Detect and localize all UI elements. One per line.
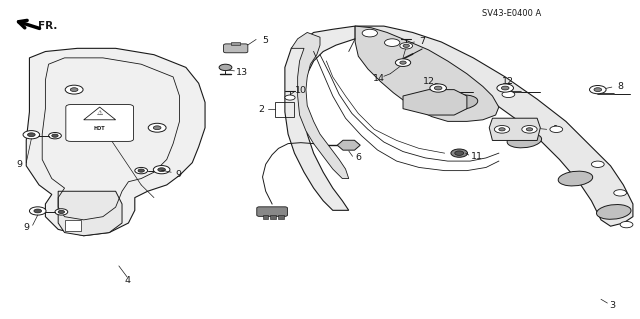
Circle shape bbox=[49, 132, 61, 139]
Polygon shape bbox=[355, 26, 633, 226]
Text: 12: 12 bbox=[502, 77, 515, 86]
Circle shape bbox=[400, 43, 413, 49]
Circle shape bbox=[403, 44, 410, 48]
Circle shape bbox=[23, 130, 40, 139]
FancyBboxPatch shape bbox=[270, 215, 276, 219]
Circle shape bbox=[34, 209, 42, 213]
FancyBboxPatch shape bbox=[223, 44, 248, 53]
Text: 9: 9 bbox=[17, 160, 23, 169]
Text: 9: 9 bbox=[23, 223, 29, 232]
Circle shape bbox=[135, 167, 148, 174]
Circle shape bbox=[451, 149, 467, 157]
Polygon shape bbox=[337, 140, 360, 150]
Circle shape bbox=[52, 134, 58, 137]
FancyBboxPatch shape bbox=[262, 215, 268, 219]
Circle shape bbox=[28, 133, 35, 137]
Circle shape bbox=[594, 88, 602, 92]
Circle shape bbox=[550, 126, 563, 132]
Text: 5: 5 bbox=[262, 36, 269, 45]
Text: 2: 2 bbox=[259, 105, 264, 114]
Circle shape bbox=[65, 85, 83, 94]
Polygon shape bbox=[355, 26, 499, 122]
Polygon shape bbox=[26, 48, 205, 236]
Text: 14: 14 bbox=[372, 74, 385, 83]
Ellipse shape bbox=[507, 133, 541, 148]
Text: HOT: HOT bbox=[94, 126, 106, 131]
Circle shape bbox=[154, 126, 161, 130]
Text: 1: 1 bbox=[554, 125, 559, 134]
Polygon shape bbox=[489, 118, 540, 140]
Text: 10: 10 bbox=[295, 86, 307, 95]
Circle shape bbox=[400, 61, 406, 64]
Circle shape bbox=[430, 84, 447, 92]
Circle shape bbox=[70, 88, 78, 92]
Text: FR.: FR. bbox=[38, 21, 57, 31]
Polygon shape bbox=[65, 220, 81, 231]
Circle shape bbox=[385, 39, 400, 47]
Circle shape bbox=[435, 86, 442, 90]
Circle shape bbox=[494, 125, 509, 133]
Circle shape bbox=[502, 91, 515, 98]
Ellipse shape bbox=[596, 204, 631, 219]
Circle shape bbox=[55, 209, 68, 215]
Polygon shape bbox=[403, 90, 467, 115]
Text: 13: 13 bbox=[236, 68, 248, 77]
Circle shape bbox=[497, 84, 513, 92]
Circle shape bbox=[219, 64, 232, 70]
Circle shape bbox=[499, 128, 505, 131]
Circle shape bbox=[29, 207, 46, 215]
Circle shape bbox=[614, 190, 627, 196]
Text: 8: 8 bbox=[617, 82, 623, 91]
FancyBboxPatch shape bbox=[230, 42, 240, 45]
Text: ⚠: ⚠ bbox=[97, 110, 103, 116]
Text: 6: 6 bbox=[355, 153, 362, 162]
Circle shape bbox=[138, 169, 145, 172]
Text: 7: 7 bbox=[419, 38, 425, 47]
Circle shape bbox=[591, 161, 604, 167]
Polygon shape bbox=[291, 33, 349, 179]
Circle shape bbox=[455, 151, 464, 155]
Circle shape bbox=[362, 29, 378, 37]
Circle shape bbox=[522, 125, 537, 133]
Ellipse shape bbox=[444, 95, 477, 110]
Circle shape bbox=[589, 85, 606, 94]
Text: 11: 11 bbox=[470, 152, 483, 161]
Circle shape bbox=[501, 86, 509, 90]
Text: 4: 4 bbox=[124, 276, 130, 285]
Circle shape bbox=[620, 221, 633, 228]
Polygon shape bbox=[58, 191, 122, 236]
Circle shape bbox=[58, 210, 65, 213]
Circle shape bbox=[396, 59, 411, 66]
Circle shape bbox=[148, 123, 166, 132]
Circle shape bbox=[285, 95, 295, 100]
Circle shape bbox=[154, 166, 170, 174]
Text: 9: 9 bbox=[175, 170, 181, 179]
Text: 3: 3 bbox=[609, 301, 616, 310]
Polygon shape bbox=[285, 26, 355, 210]
Circle shape bbox=[158, 168, 166, 172]
FancyBboxPatch shape bbox=[66, 105, 134, 141]
Circle shape bbox=[526, 128, 532, 131]
FancyBboxPatch shape bbox=[278, 215, 284, 219]
Ellipse shape bbox=[558, 171, 593, 186]
Text: SV43-E0400 A: SV43-E0400 A bbox=[482, 9, 541, 18]
Text: 12: 12 bbox=[422, 77, 435, 86]
FancyBboxPatch shape bbox=[257, 207, 287, 216]
